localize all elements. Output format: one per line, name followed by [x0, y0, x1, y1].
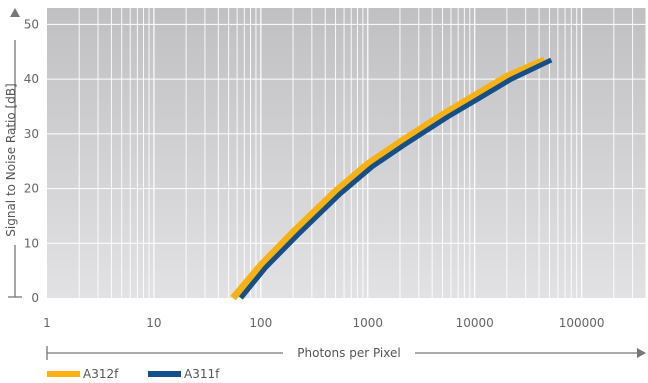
x-axis-title: Photons per Pixel — [297, 346, 400, 360]
gridlines — [47, 8, 647, 298]
y-tick-label: 40 — [24, 72, 39, 86]
y-axis-arrowhead — [10, 8, 20, 17]
plot-background — [47, 8, 646, 298]
y-tick-label: 30 — [24, 127, 39, 141]
legend-item-a311f: A311f — [148, 367, 220, 381]
x-axis-arrowhead — [637, 348, 646, 358]
x-tick-label: 100000 — [559, 316, 605, 330]
y-tick-label: 10 — [24, 236, 39, 250]
legend-item-a312f: A312f — [47, 367, 119, 381]
x-tick-label: 100 — [249, 316, 272, 330]
y-axis-arrow — [8, 8, 22, 298]
series-line-a311f — [238, 57, 553, 300]
x-tick-label: 1 — [43, 316, 51, 330]
y-axis-title: Signal to Noise Ratio [dB] — [4, 83, 18, 236]
x-tick-labels: 1 10 100 1000 10000 100000 — [43, 316, 604, 330]
legend-label-a311f: A311f — [184, 367, 220, 381]
x-tick-label: 10 — [146, 316, 161, 330]
x-axis-arrow — [46, 346, 646, 360]
y-tick-label: 20 — [24, 182, 39, 196]
y-tick-label: 0 — [31, 291, 39, 305]
y-tick-label: 50 — [24, 17, 39, 31]
x-tick-label: 10000 — [456, 316, 494, 330]
series-lines — [230, 56, 553, 301]
y-tick-labels: 0 10 20 30 40 50 — [24, 17, 39, 305]
x-tick-label: 1000 — [353, 316, 384, 330]
legend-label-a312f: A312f — [83, 367, 119, 381]
series-line-a312f — [230, 56, 546, 301]
legend: A312f A311f — [47, 367, 220, 381]
